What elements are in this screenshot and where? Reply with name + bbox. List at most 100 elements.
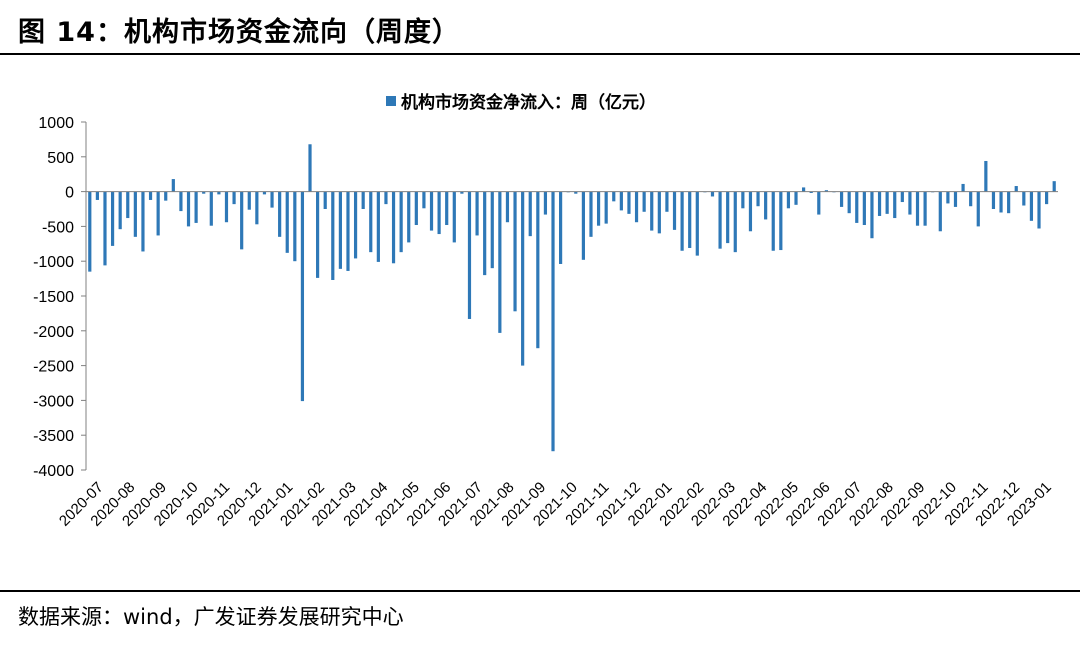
bar-series xyxy=(88,144,1056,452)
y-tick-label: -2500 xyxy=(33,359,74,376)
bar xyxy=(88,191,92,272)
bar xyxy=(255,191,259,225)
bar xyxy=(824,190,828,192)
bar xyxy=(171,179,175,192)
bar xyxy=(316,191,320,278)
bar xyxy=(794,191,798,205)
bar xyxy=(839,191,844,207)
bar xyxy=(551,191,555,452)
bar xyxy=(710,191,715,197)
bar xyxy=(262,191,267,195)
bar xyxy=(399,191,403,253)
bar xyxy=(346,191,350,271)
bar xyxy=(627,191,631,214)
bar xyxy=(369,191,373,253)
bar-chart: 机构市场资金净流入：周（亿元） 1000 500 0 -500 -1000 -1500 -2… xyxy=(33,92,1058,530)
y-axis: 1000 500 0 -500 -1000 -1500 -2000 -2500 -3000 -35… xyxy=(33,115,87,480)
bar xyxy=(741,191,745,209)
bar xyxy=(786,191,791,209)
bar xyxy=(338,191,342,269)
bar xyxy=(915,191,920,226)
bar xyxy=(126,191,130,219)
bar xyxy=(893,191,897,219)
bar xyxy=(969,191,973,207)
bar xyxy=(285,191,289,253)
bar xyxy=(976,191,980,227)
bar xyxy=(885,191,889,214)
bar xyxy=(133,191,137,237)
bar xyxy=(559,191,563,264)
bar xyxy=(475,191,479,236)
bar xyxy=(657,191,661,234)
bar xyxy=(521,191,525,366)
bar xyxy=(612,191,616,202)
bar xyxy=(247,191,251,210)
bar xyxy=(953,191,958,207)
bar xyxy=(855,191,859,223)
bar xyxy=(323,191,327,209)
bar xyxy=(908,191,912,215)
bar xyxy=(764,191,768,220)
bar xyxy=(817,191,821,215)
bar xyxy=(407,191,411,243)
bar xyxy=(498,191,502,333)
bar xyxy=(331,191,335,280)
bar xyxy=(1037,191,1041,229)
bar xyxy=(1029,191,1034,221)
bar xyxy=(1014,186,1018,192)
bar xyxy=(961,183,965,192)
bar xyxy=(353,191,358,259)
bar xyxy=(179,191,183,212)
bar xyxy=(202,191,206,194)
legend-swatch xyxy=(386,96,396,106)
bar xyxy=(437,191,441,235)
bar xyxy=(581,191,585,260)
figure-title: 图 14：机构市场资金流向（周度） xyxy=(18,17,460,48)
bar xyxy=(156,191,160,236)
bar xyxy=(650,191,654,231)
bar xyxy=(688,191,692,248)
bar xyxy=(923,191,927,226)
bar xyxy=(483,191,487,276)
y-tick-label: -4000 xyxy=(33,463,74,480)
bar xyxy=(95,191,99,200)
bar xyxy=(672,191,677,230)
bar xyxy=(604,191,608,224)
bar xyxy=(779,191,783,251)
bar xyxy=(414,191,418,226)
source-divider xyxy=(0,590,1080,592)
bar xyxy=(771,191,775,251)
bar xyxy=(118,191,122,230)
y-tick-label: -3000 xyxy=(33,393,74,410)
title-divider xyxy=(0,53,1080,55)
y-tick-label: -3500 xyxy=(33,428,74,445)
bar xyxy=(900,191,904,203)
bar xyxy=(361,191,365,209)
bar xyxy=(938,191,942,232)
bar xyxy=(194,191,198,223)
bar xyxy=(422,191,426,209)
bar xyxy=(278,191,282,237)
bar xyxy=(505,191,510,223)
bar xyxy=(293,191,297,262)
bar xyxy=(308,144,312,192)
bar xyxy=(984,160,988,192)
bar xyxy=(991,191,996,209)
bar xyxy=(999,191,1003,213)
bar xyxy=(270,191,274,208)
bar xyxy=(490,191,494,269)
bar xyxy=(589,191,593,237)
bar xyxy=(847,191,851,214)
bar xyxy=(391,191,396,264)
bar xyxy=(946,191,950,204)
bar xyxy=(460,191,464,194)
bar xyxy=(1045,191,1049,205)
y-tick-label: 1000 xyxy=(38,115,74,132)
bar xyxy=(536,191,540,349)
bar xyxy=(376,191,380,262)
bar xyxy=(680,191,684,251)
bar xyxy=(756,191,760,207)
bar xyxy=(862,191,866,226)
bar xyxy=(240,191,244,250)
y-tick-label: 0 xyxy=(65,185,74,202)
